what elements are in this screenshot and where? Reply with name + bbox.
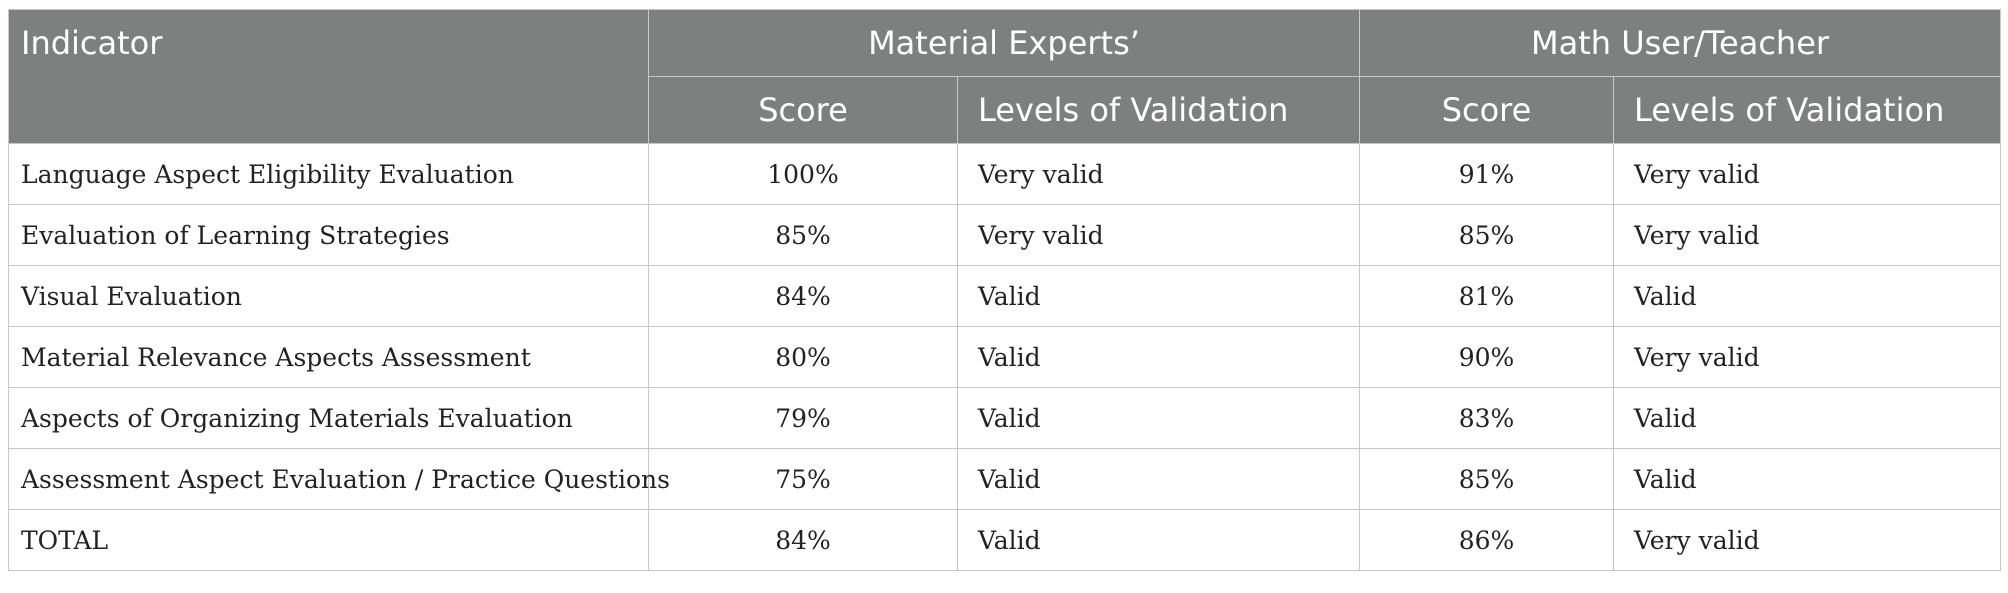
table-row: Material Relevance Aspects Assessment 80… — [8, 326, 2001, 388]
header-indicator: Indicator — [8, 9, 649, 144]
cell-expert-score: 100% — [648, 143, 958, 205]
cell-expert-level: Valid — [957, 448, 1360, 510]
cell-teacher-level: Very valid — [1613, 204, 2001, 266]
cell-indicator: Language Aspect Eligibility Evaluation — [8, 143, 649, 205]
table-row: Aspects of Organizing Materials Evaluati… — [8, 387, 2001, 449]
cell-indicator: Material Relevance Aspects Assessment — [8, 326, 649, 388]
cell-teacher-level: Very valid — [1613, 326, 2001, 388]
table-row: Visual Evaluation 84% Valid 81% Valid — [8, 265, 2001, 327]
table-row-total: TOTAL 84% Valid 86% Very valid — [8, 509, 2001, 571]
cell-expert-score: 75% — [648, 448, 958, 510]
cell-teacher-score: 85% — [1359, 448, 1614, 510]
cell-expert-score: 84% — [648, 509, 958, 571]
cell-teacher-level: Valid — [1613, 265, 2001, 327]
header-expert-score: Score — [648, 76, 958, 144]
cell-teacher-score: 83% — [1359, 387, 1614, 449]
header-material-experts: Material Experts’ — [648, 9, 1360, 77]
cell-indicator: TOTAL — [8, 509, 649, 571]
table-row: Assessment Aspect Evaluation / Practice … — [8, 448, 2001, 510]
cell-teacher-score: 90% — [1359, 326, 1614, 388]
cell-teacher-score: 86% — [1359, 509, 1614, 571]
cell-expert-score: 85% — [648, 204, 958, 266]
table-header: Indicator Material Experts’ Math User/Te… — [8, 9, 2001, 144]
cell-expert-score: 84% — [648, 265, 958, 327]
table-row: Evaluation of Learning Strategies 85% Ve… — [8, 204, 2001, 266]
cell-expert-level: Valid — [957, 387, 1360, 449]
header-expert-levels: Levels of Validation — [957, 76, 1360, 144]
cell-expert-level: Valid — [957, 265, 1360, 327]
validation-table-container: Indicator Material Experts’ Math User/Te… — [8, 9, 2001, 571]
cell-expert-level: Very valid — [957, 143, 1360, 205]
cell-teacher-level: Valid — [1613, 387, 2001, 449]
header-math-user-teacher: Math User/Teacher — [1359, 9, 2001, 77]
cell-expert-level: Very valid — [957, 204, 1360, 266]
cell-expert-level: Valid — [957, 326, 1360, 388]
header-teacher-levels: Levels of Validation — [1613, 76, 2001, 144]
table-body: Language Aspect Eligibility Evaluation 1… — [8, 143, 2001, 571]
table-row: Language Aspect Eligibility Evaluation 1… — [8, 143, 2001, 205]
cell-indicator: Visual Evaluation — [8, 265, 649, 327]
cell-expert-score: 79% — [648, 387, 958, 449]
cell-teacher-score: 81% — [1359, 265, 1614, 327]
validation-table: Indicator Material Experts’ Math User/Te… — [8, 9, 2001, 571]
cell-expert-score: 80% — [648, 326, 958, 388]
header-teacher-score: Score — [1359, 76, 1614, 144]
cell-indicator: Evaluation of Learning Strategies — [8, 204, 649, 266]
cell-expert-level: Valid — [957, 509, 1360, 571]
cell-indicator: Aspects of Organizing Materials Evaluati… — [8, 387, 649, 449]
cell-teacher-score: 85% — [1359, 204, 1614, 266]
cell-teacher-score: 91% — [1359, 143, 1614, 205]
cell-indicator: Assessment Aspect Evaluation / Practice … — [8, 448, 670, 510]
cell-teacher-level: Very valid — [1613, 143, 2001, 205]
cell-teacher-level: Very valid — [1613, 509, 2001, 571]
cell-teacher-level: Valid — [1613, 448, 2001, 510]
